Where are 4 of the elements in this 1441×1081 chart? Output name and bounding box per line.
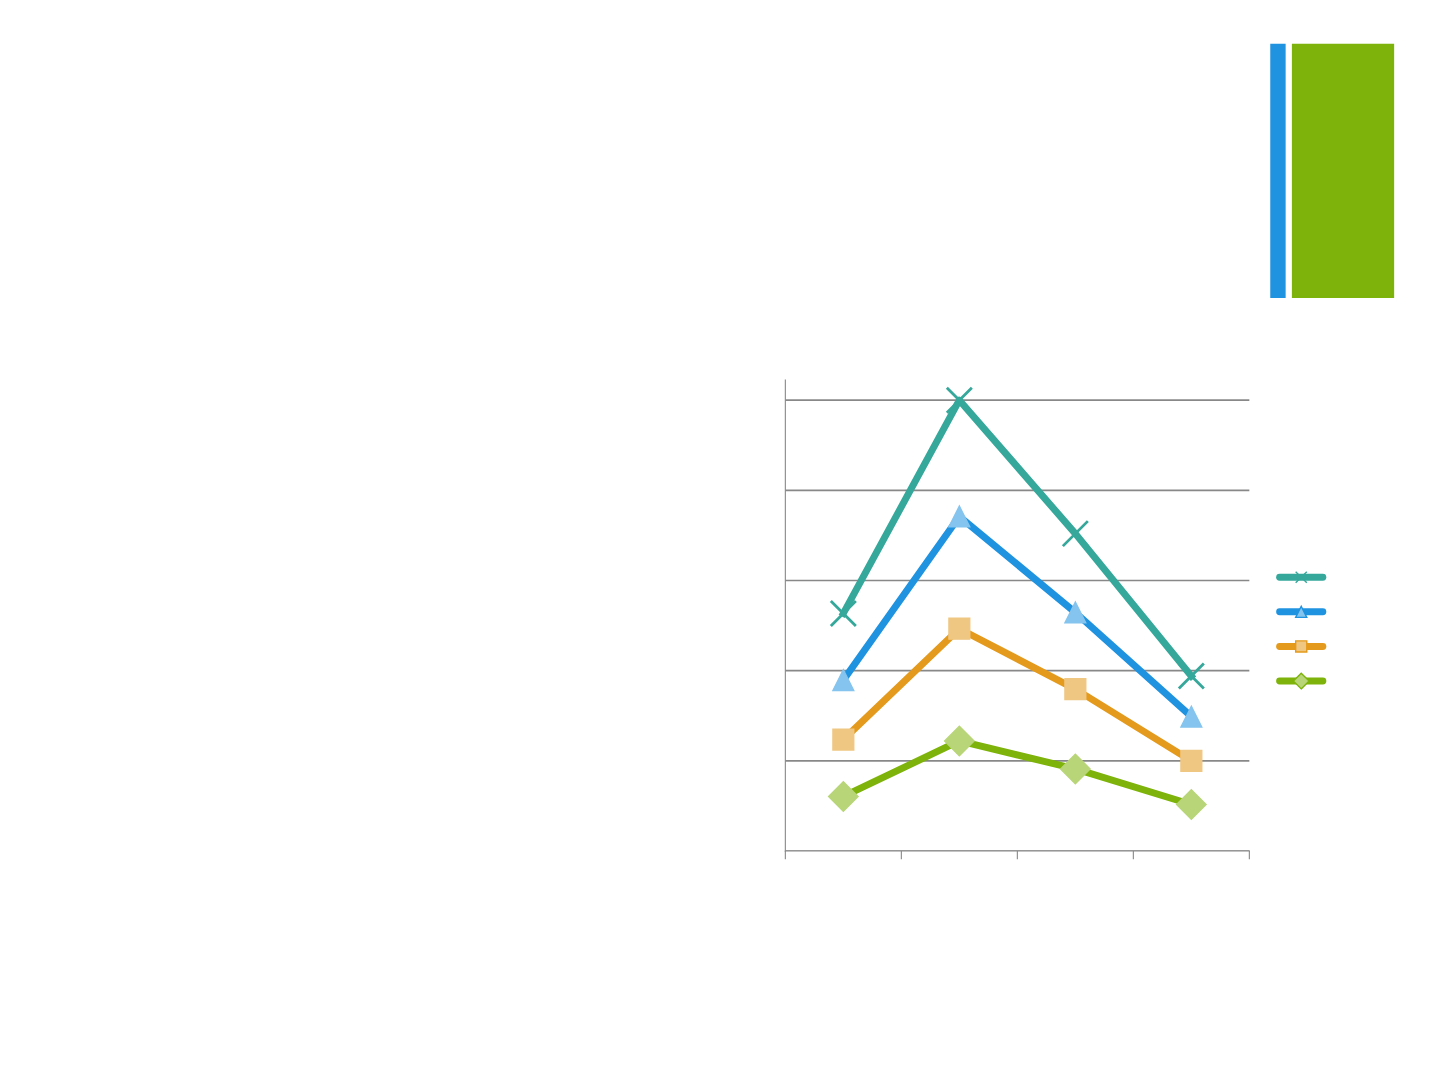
point: [829, 599, 858, 628]
point: [945, 386, 974, 415]
point: [1061, 519, 1090, 548]
point: [1177, 662, 1206, 690]
